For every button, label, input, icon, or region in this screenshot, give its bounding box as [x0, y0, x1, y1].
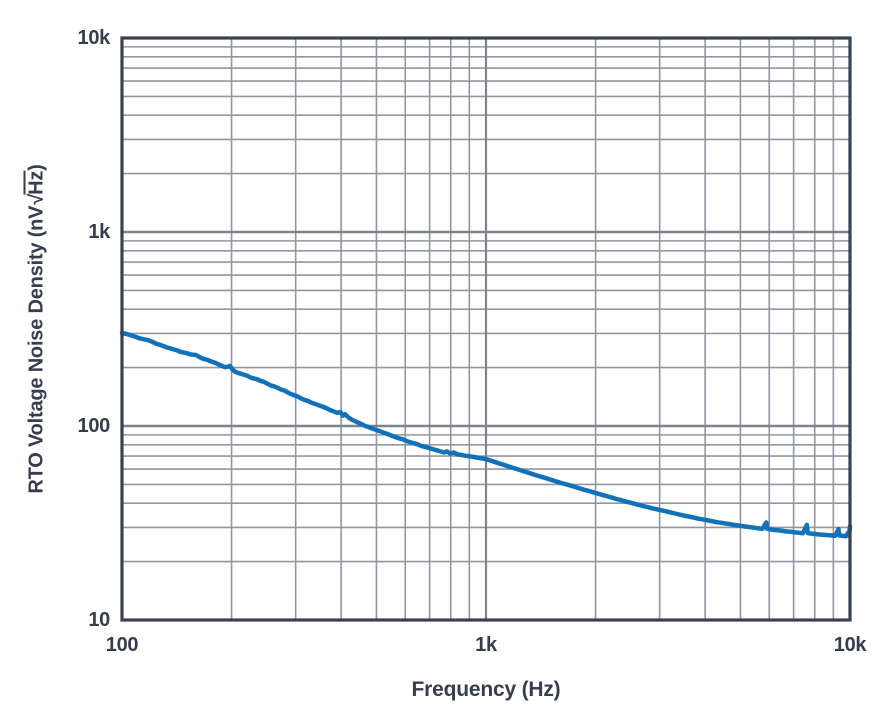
sqrt-symbol: √ — [25, 193, 48, 205]
noise-curve — [119, 330, 853, 539]
y-tick-label: 10 — [88, 609, 110, 631]
sqrt-radicand: Hz — [23, 170, 48, 195]
x-tick-label: 1k — [475, 634, 497, 656]
grid-vertical-minor — [230, 38, 835, 620]
y-tick-label: 100 — [77, 415, 111, 437]
y-tick-label: 10k — [77, 27, 111, 49]
y-axis-title-prefix: RTO Voltage Noise Density (nV — [25, 205, 48, 494]
y-axis-title-suffix: ) — [25, 164, 48, 171]
x-tick-label: 10k — [833, 634, 867, 656]
x-axis-title: Frequency (Hz) — [411, 678, 561, 701]
plot-frame — [120, 36, 852, 622]
y-axis-title: RTO Voltage Noise Density (nV√Hz) — [23, 164, 49, 494]
x-tick-label: 100 — [105, 634, 139, 656]
grid-horizontal-major — [122, 230, 850, 428]
y-tick-label: 1k — [88, 221, 110, 243]
